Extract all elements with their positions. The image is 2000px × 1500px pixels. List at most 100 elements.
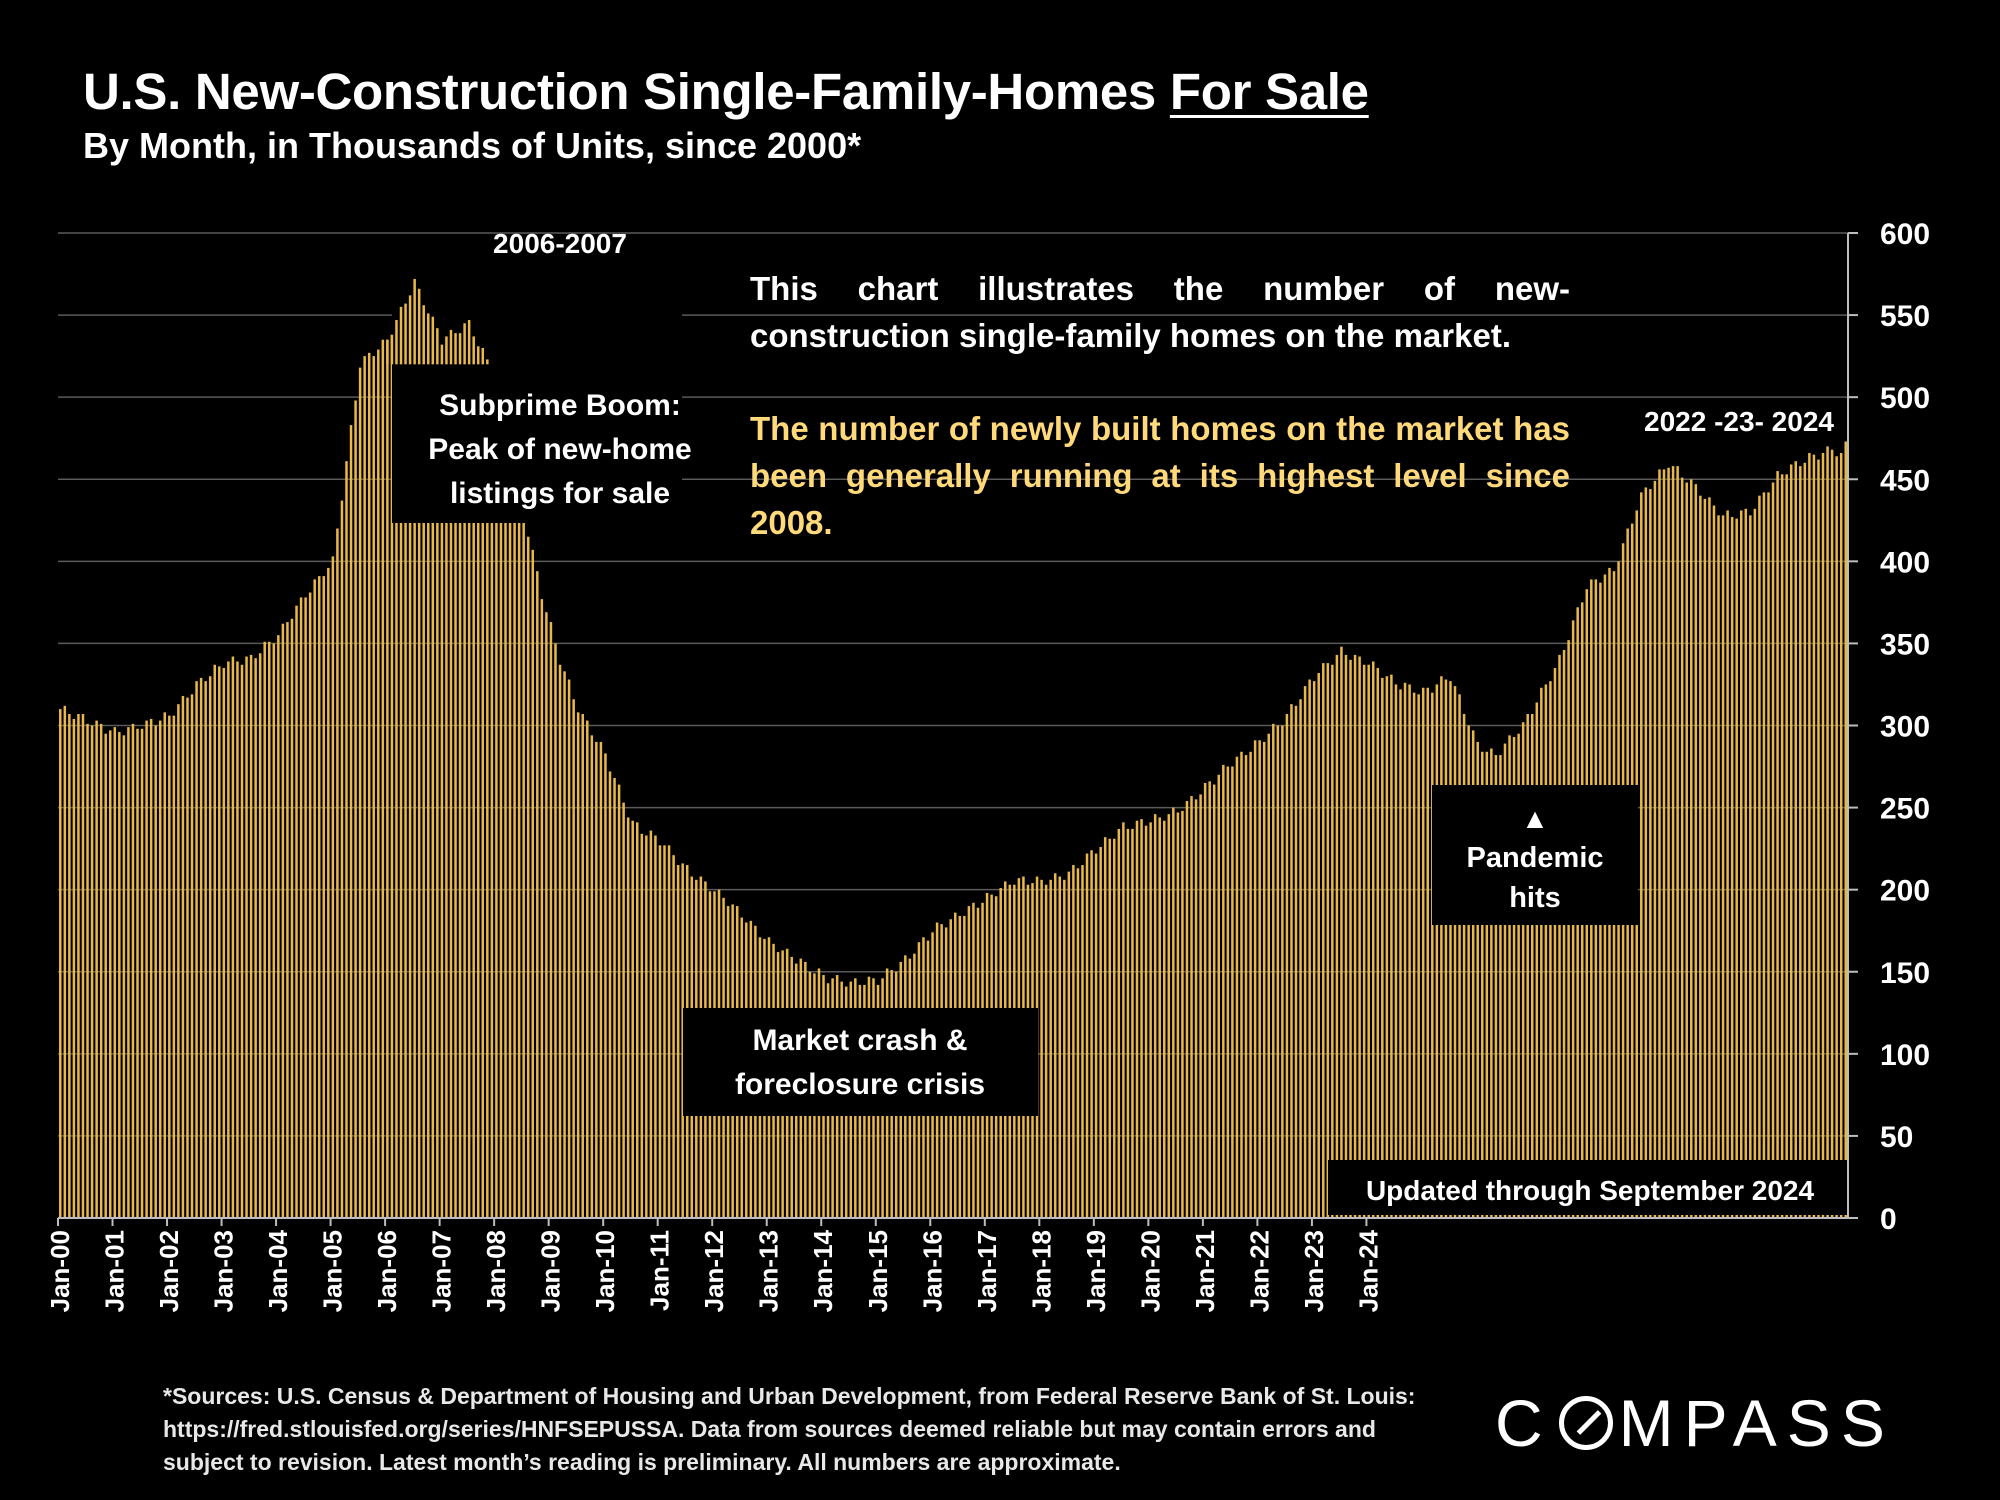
y-tick-label: 150	[1880, 957, 1930, 990]
bar	[1499, 755, 1502, 1218]
bar	[1126, 828, 1130, 1218]
bar	[495, 380, 498, 1218]
y-tick-label: 550	[1880, 300, 1930, 333]
bar	[1776, 471, 1779, 1218]
bar	[1735, 518, 1738, 1218]
bar	[186, 697, 189, 1218]
bar	[427, 313, 430, 365]
bar	[1231, 766, 1234, 1218]
x-tick-label: Jan-10	[590, 1230, 620, 1312]
bar	[1821, 452, 1825, 1219]
bar	[131, 723, 135, 1218]
bar	[104, 733, 107, 1218]
bar	[517, 485, 521, 1218]
bar	[1362, 664, 1366, 1218]
bar	[1558, 654, 1561, 1218]
bar	[1421, 687, 1425, 1218]
bar	[463, 323, 466, 1218]
annotation-pandemic: Pandemic	[1467, 842, 1604, 874]
annotation-bg	[1432, 785, 1638, 925]
bar	[481, 347, 485, 1218]
x-tick-label: Jan-06	[372, 1230, 402, 1312]
bar	[1739, 510, 1743, 1218]
bar	[122, 735, 126, 1218]
compass-o-icon	[1558, 1396, 1613, 1450]
y-tick-label: 450	[1880, 464, 1930, 497]
bar	[531, 549, 535, 1218]
x-tick-label: Jan-20	[1135, 1230, 1165, 1312]
bar	[268, 641, 271, 1218]
bar	[413, 278, 416, 1219]
bar	[1785, 474, 1788, 1219]
bar	[1399, 689, 1402, 1218]
x-tick-label: Jan-09	[536, 1230, 566, 1312]
bar	[1163, 820, 1166, 1218]
bar	[390, 334, 394, 365]
bar	[299, 597, 303, 1218]
bar	[1262, 741, 1266, 1218]
bar	[1476, 741, 1479, 1218]
bar	[1662, 469, 1666, 1218]
y-tick-label: 400	[1880, 546, 1930, 579]
bar	[1144, 825, 1148, 1218]
bar	[1535, 702, 1539, 1218]
y-tick-label: 50	[1880, 1121, 1913, 1154]
bar	[540, 599, 544, 1218]
bar	[1349, 659, 1352, 1218]
x-tick-label: Jan-24	[1353, 1229, 1383, 1312]
bar	[636, 822, 639, 1218]
bar	[1694, 484, 1698, 1218]
note-line-2: The number of newly built homes on the m…	[750, 410, 1570, 541]
bar	[654, 835, 657, 1218]
bar	[286, 622, 289, 1218]
bar	[1526, 714, 1529, 1218]
bar	[1258, 740, 1261, 1218]
annotation-bg	[1328, 1160, 1848, 1215]
bar	[1730, 517, 1734, 1218]
bar	[290, 618, 294, 1218]
bar	[313, 579, 316, 1218]
bar	[1780, 474, 1784, 1219]
bar	[667, 845, 671, 1218]
bar	[1462, 714, 1466, 1218]
bar	[127, 727, 130, 1218]
bar	[1063, 879, 1066, 1218]
x-tick-label: Jan-12	[699, 1230, 729, 1312]
bar	[1408, 684, 1411, 1218]
bar	[1712, 505, 1716, 1218]
bar	[77, 714, 80, 1218]
bar	[1649, 489, 1652, 1219]
bar	[408, 295, 412, 1218]
x-tick-label: Jan-08	[481, 1230, 511, 1312]
bar	[227, 661, 230, 1218]
bar	[417, 288, 421, 1218]
bar	[458, 333, 462, 365]
bar	[113, 727, 117, 1218]
bar	[99, 723, 103, 1218]
bar	[1290, 704, 1293, 1218]
bar	[1531, 714, 1534, 1218]
bar	[1167, 814, 1171, 1218]
bar	[1326, 663, 1330, 1218]
bar	[1426, 687, 1430, 1218]
bar	[1794, 461, 1797, 1218]
bar	[1644, 487, 1648, 1219]
bar	[399, 306, 403, 365]
bar	[90, 725, 94, 1218]
annotation-bg	[392, 235, 682, 375]
bar	[1208, 781, 1211, 1218]
bar	[358, 367, 362, 1218]
bar	[1467, 725, 1470, 1218]
annotation-pandemic: hits	[1509, 882, 1561, 914]
bar	[204, 681, 207, 1218]
bar	[295, 605, 298, 1218]
bar	[1753, 508, 1757, 1218]
bar	[467, 320, 471, 365]
bar	[1440, 676, 1443, 1218]
bar	[1322, 663, 1325, 1218]
bar	[1758, 495, 1761, 1218]
x-tick-label: Jan-05	[318, 1230, 348, 1312]
x-tick-label: Jan-07	[427, 1230, 457, 1312]
bar	[1453, 686, 1457, 1218]
annotation-market-crash: Market crash &	[752, 1024, 967, 1057]
